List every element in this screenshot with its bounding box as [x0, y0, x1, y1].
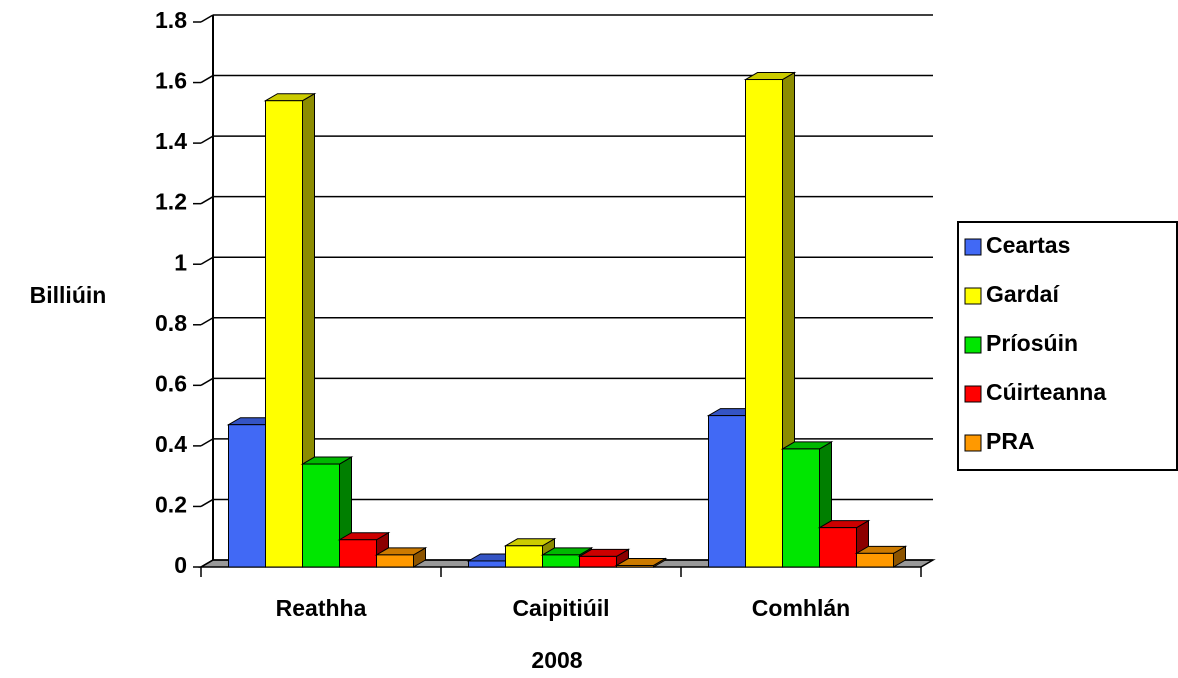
bar — [265, 100, 303, 568]
y-tick-label: 0.2 — [155, 492, 187, 518]
y-tick — [200, 14, 214, 23]
y-tick — [200, 438, 214, 447]
legend-label: Cúirteanna — [986, 379, 1106, 405]
y-tick — [200, 256, 214, 265]
x-tick-label: Caipitiúil — [512, 595, 609, 621]
bar — [708, 415, 746, 568]
y-tick-label: 0.8 — [155, 310, 187, 336]
bar — [856, 552, 894, 568]
bar — [782, 448, 820, 568]
y-tick-label: 1.4 — [155, 128, 187, 154]
y-tick-label: 1.8 — [155, 7, 187, 33]
bar — [376, 554, 414, 568]
y-tick — [200, 74, 214, 84]
bar — [542, 554, 580, 568]
legend-swatch — [964, 336, 982, 354]
x-tick-label: Comhlán — [752, 595, 850, 621]
y-tick — [200, 498, 214, 508]
bar — [468, 560, 506, 568]
bar — [579, 555, 617, 568]
bar — [228, 424, 266, 568]
y-tick-label: 1 — [174, 249, 187, 275]
legend-swatch — [964, 287, 982, 305]
legend-label: PRA — [986, 428, 1035, 454]
legend-label: Ceartas — [986, 232, 1070, 258]
y-tick-label: 1.6 — [155, 68, 187, 94]
legend-swatch — [964, 434, 982, 452]
legend-swatch — [964, 385, 982, 403]
bar — [339, 539, 377, 568]
legend-swatch — [964, 238, 982, 256]
legend-label: Príosúin — [986, 330, 1078, 356]
y-tick-label: 1.2 — [155, 189, 187, 215]
y-tick — [200, 196, 214, 205]
y-tick — [200, 559, 214, 568]
x-axis-label: 2008 — [531, 647, 582, 673]
y-tick — [200, 135, 214, 144]
y-tick-label: 0 — [174, 552, 187, 578]
bar — [745, 79, 783, 568]
y-axis-label: Billiúin — [30, 282, 107, 308]
bar — [505, 545, 543, 568]
y-tick-label: 0.4 — [155, 431, 187, 457]
y-tick — [200, 377, 214, 386]
x-tick-label: Reathha — [276, 595, 367, 621]
bar — [616, 564, 654, 568]
bar — [302, 463, 340, 568]
y-tick — [200, 317, 214, 326]
y-tick-label: 0.6 — [155, 370, 187, 396]
legend-box — [957, 221, 1178, 471]
bar — [819, 527, 857, 568]
legend-label: Gardaí — [986, 281, 1060, 307]
